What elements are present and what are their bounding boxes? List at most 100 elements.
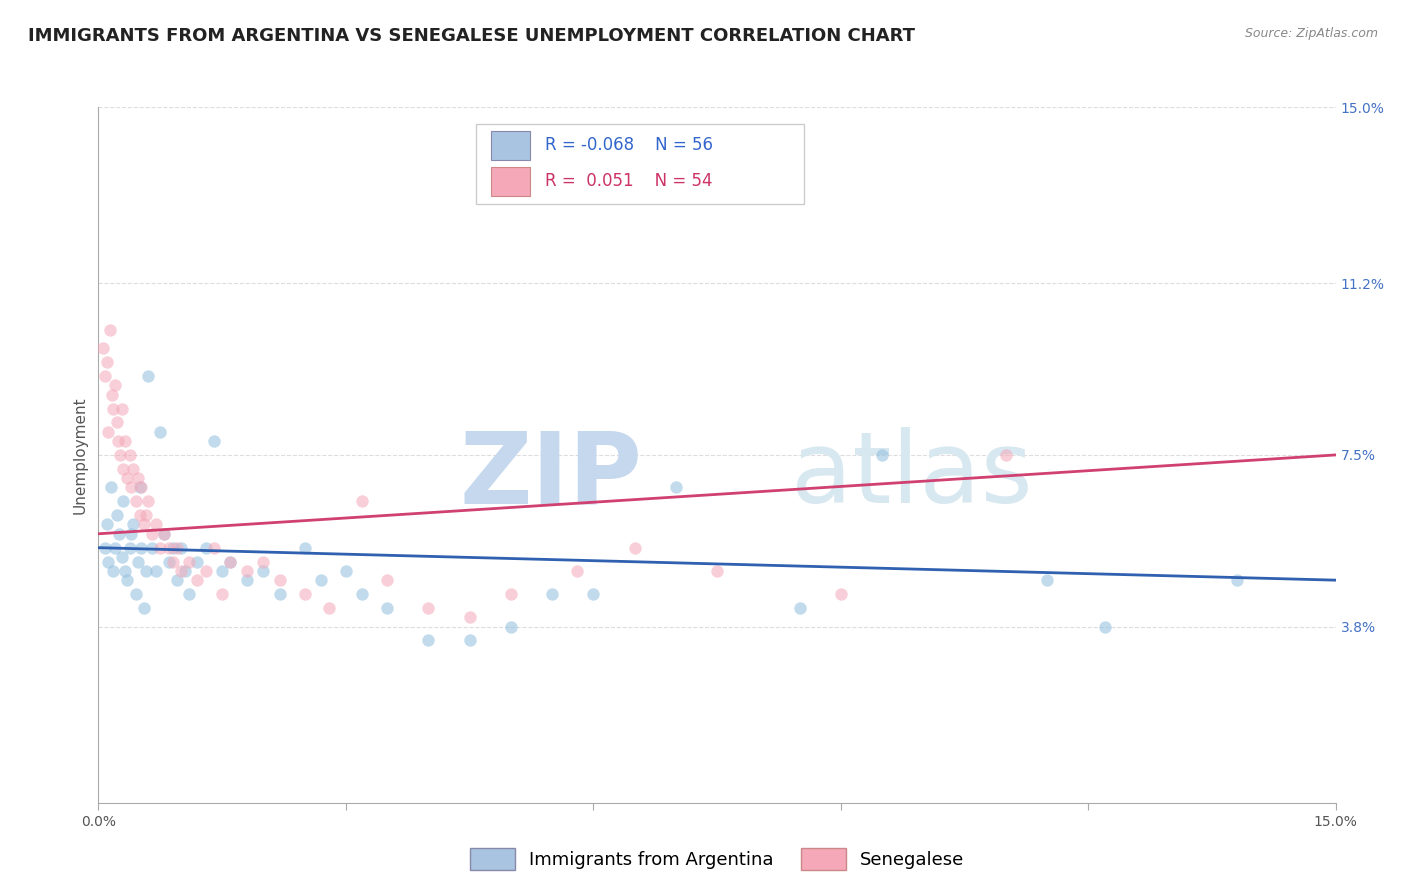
FancyBboxPatch shape [475, 124, 804, 204]
Point [294, 541, 316, 555]
Point [124, 494, 146, 508]
Point [994, 448, 1017, 462]
Point [97, 425, 120, 439]
Point [96, 517, 118, 532]
Point [1094, 619, 1116, 633]
Point [179, 587, 201, 601]
Point [122, 517, 145, 532]
Text: ZIP: ZIP [460, 427, 643, 524]
Point [120, 526, 142, 541]
Point [174, 564, 197, 578]
Point [128, 508, 150, 523]
Point [162, 555, 184, 569]
Point [118, 448, 141, 462]
Point [132, 601, 155, 615]
Point [122, 462, 145, 476]
Point [94, 369, 117, 384]
Point [127, 555, 149, 569]
Point [108, 448, 131, 462]
Point [136, 494, 159, 508]
Point [153, 526, 176, 541]
Point [830, 587, 852, 601]
Point [97, 555, 120, 569]
Point [623, 541, 645, 555]
Point [131, 541, 153, 555]
Point [149, 541, 172, 555]
Point [186, 555, 208, 569]
Point [375, 601, 398, 615]
Point [236, 564, 259, 578]
Text: IMMIGRANTS FROM ARGENTINA VS SENEGALESE UNEMPLOYMENT CORRELATION CHART: IMMIGRANTS FROM ARGENTINA VS SENEGALESE … [28, 27, 915, 45]
Point [1036, 573, 1059, 587]
Point [135, 508, 157, 523]
Point [104, 541, 127, 555]
Point [870, 448, 893, 462]
Point [107, 434, 129, 448]
Point [105, 416, 128, 430]
Point [104, 378, 127, 392]
Point [565, 564, 588, 578]
Point [100, 387, 122, 401]
Legend: Immigrants from Argentina, Senegalese: Immigrants from Argentina, Senegalese [463, 841, 972, 877]
Point [136, 369, 159, 384]
Point [127, 471, 149, 485]
Point [141, 526, 163, 541]
Point [110, 401, 132, 416]
Point [103, 564, 125, 578]
Point [108, 526, 131, 541]
Text: R =  0.051    N = 54: R = 0.051 N = 54 [546, 172, 713, 191]
Point [211, 564, 233, 578]
Point [98, 323, 121, 337]
Point [375, 573, 398, 587]
Point [157, 541, 180, 555]
Point [170, 564, 193, 578]
Point [335, 564, 357, 578]
Point [100, 480, 122, 494]
Point [145, 564, 167, 578]
Point [166, 573, 188, 587]
Point [706, 564, 728, 578]
Point [236, 573, 259, 587]
Bar [491, 131, 530, 160]
Point [318, 601, 340, 615]
Point [91, 341, 114, 355]
Point [541, 587, 564, 601]
Point [458, 633, 481, 648]
Point [124, 587, 146, 601]
Point [112, 462, 135, 476]
Point [211, 587, 233, 601]
Point [120, 480, 142, 494]
Point [418, 633, 440, 648]
Point [789, 601, 811, 615]
Point [219, 555, 242, 569]
Point [202, 434, 225, 448]
Text: atlas: atlas [792, 427, 1033, 524]
Point [458, 610, 481, 624]
Point [105, 508, 128, 523]
Point [117, 471, 139, 485]
Point [1226, 573, 1249, 587]
Point [665, 480, 688, 494]
Point [131, 480, 153, 494]
Point [117, 573, 139, 587]
Point [294, 587, 316, 601]
Point [309, 573, 332, 587]
Point [103, 401, 125, 416]
Point [219, 555, 242, 569]
Point [112, 494, 135, 508]
Point [135, 564, 157, 578]
Point [153, 526, 176, 541]
Point [166, 541, 188, 555]
Point [269, 573, 291, 587]
Point [352, 494, 374, 508]
Point [352, 587, 374, 601]
Text: R = -0.068    N = 56: R = -0.068 N = 56 [546, 136, 713, 154]
Point [110, 549, 132, 564]
Point [149, 425, 172, 439]
Point [114, 434, 136, 448]
Point [194, 564, 217, 578]
Point [132, 517, 155, 532]
Point [186, 573, 208, 587]
Point [499, 619, 522, 633]
Point [499, 587, 522, 601]
